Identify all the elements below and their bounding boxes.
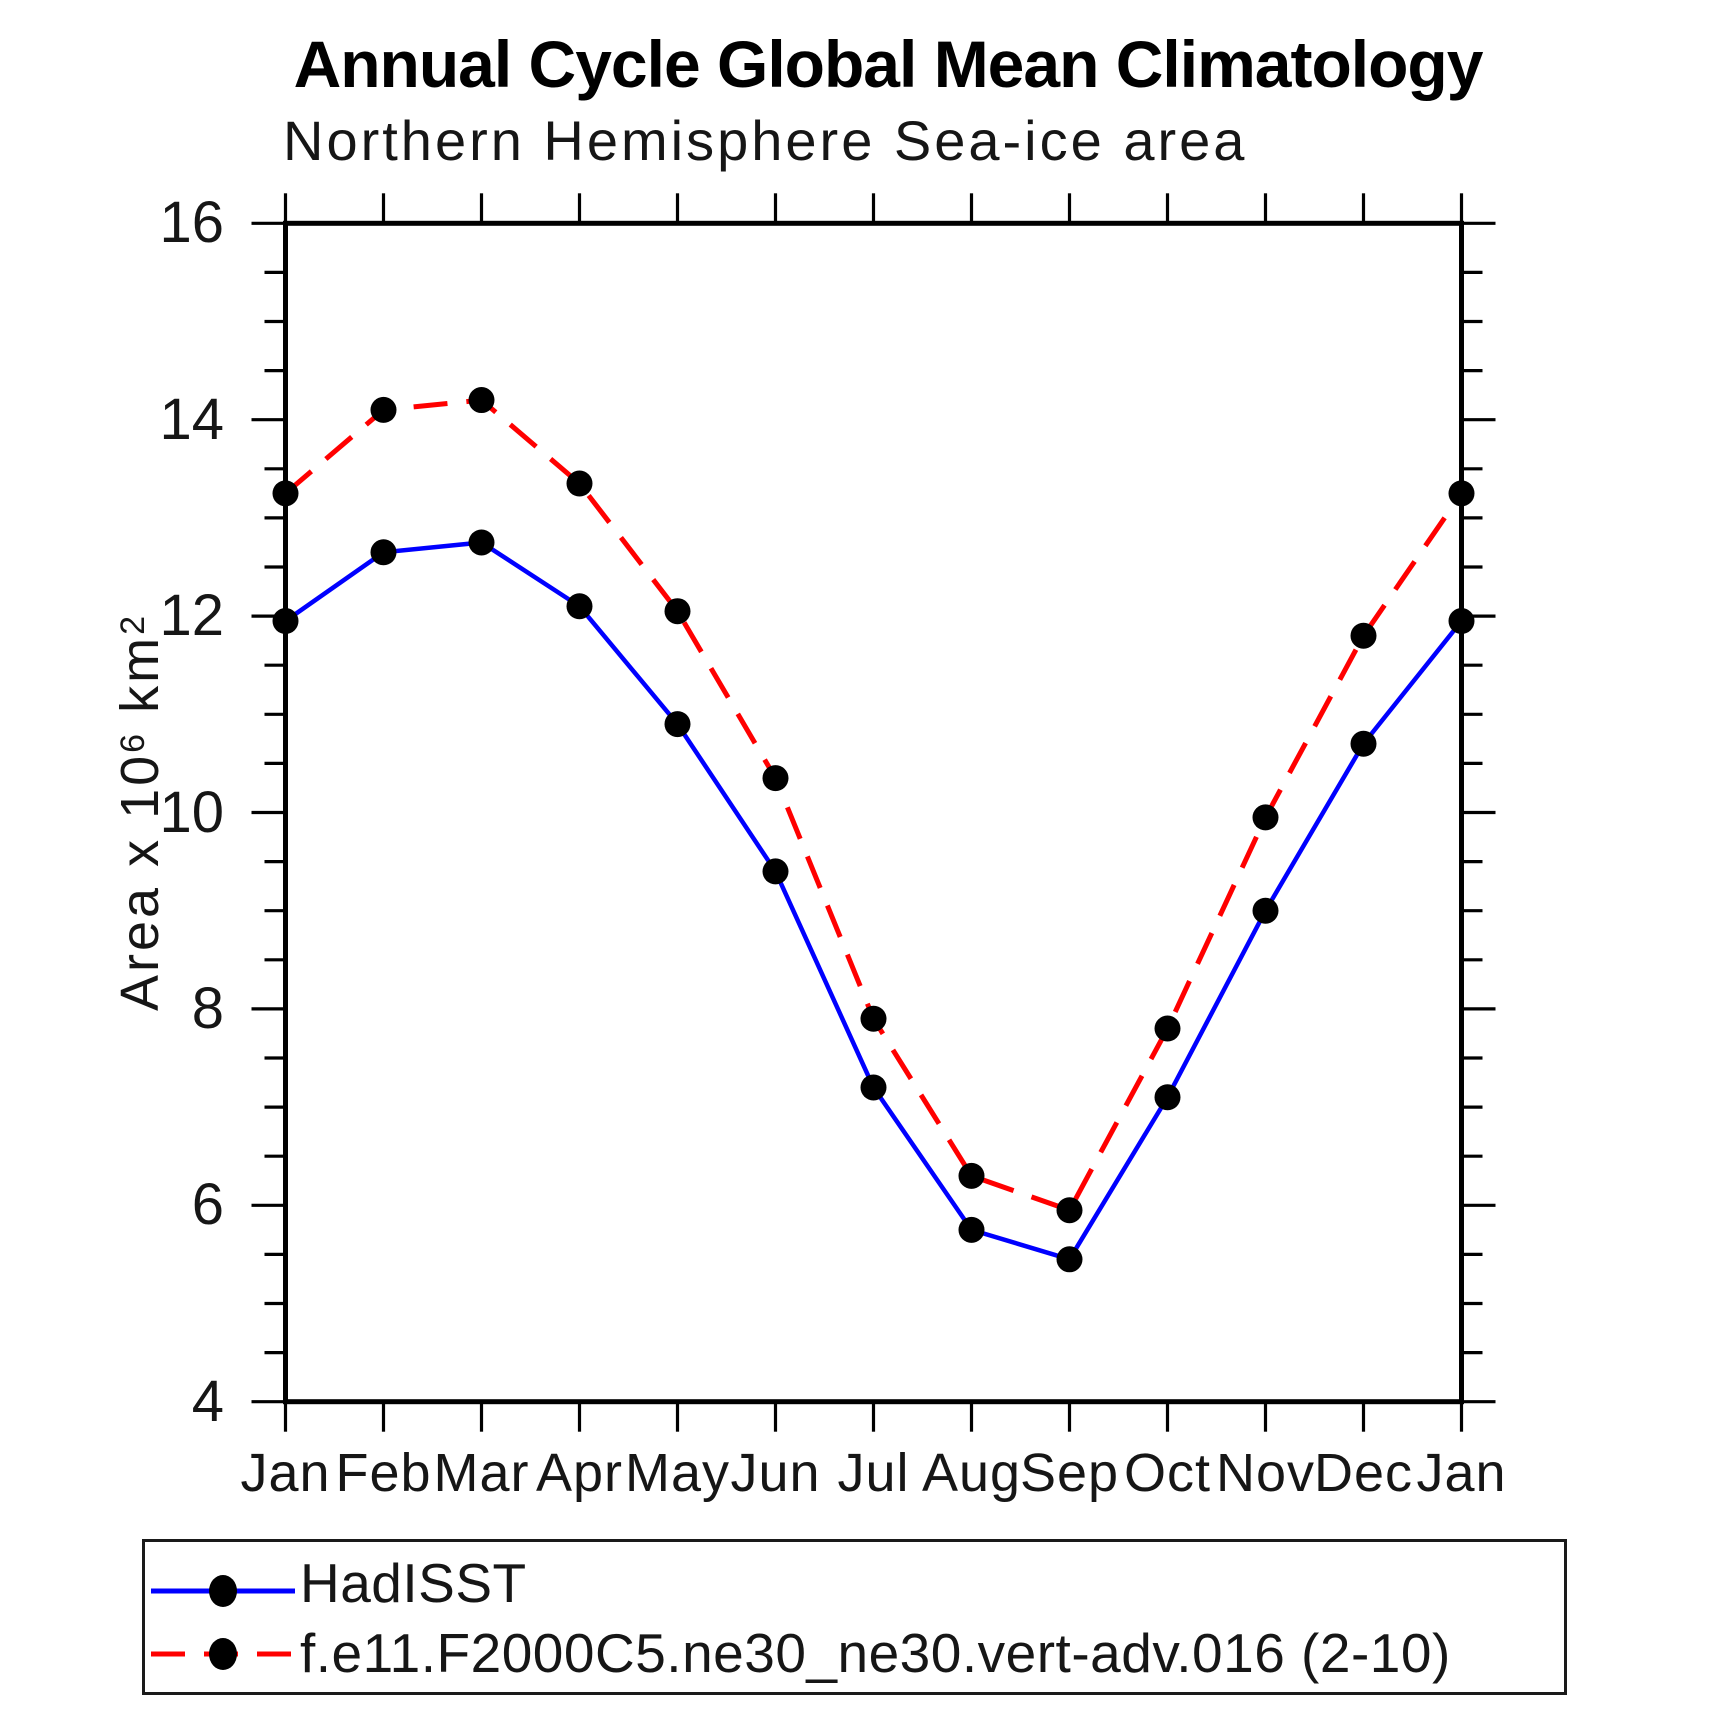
data-point-0-May	[664, 711, 691, 738]
chart-title: Annual Cycle Global Mean Climatology	[293, 27, 1484, 101]
y-tick-label-12: 12	[159, 583, 224, 649]
legend-label-hadisst: HadISST	[300, 1552, 527, 1614]
x-tick-label-Aug-7: Aug	[921, 1443, 1022, 1503]
x-tick-label-Jul-6: Jul	[837, 1443, 910, 1503]
data-point-0-Jan	[272, 608, 299, 635]
chart-subtitle: Northern Hemisphere Sea-ice area	[283, 109, 1248, 172]
x-tick-label-Oct-9: Oct	[1123, 1443, 1211, 1503]
data-point-1-Jan	[272, 480, 299, 507]
legend-row-model: f.e11.F2000C5.ne30_ne30.vert-adv.016 (2-…	[145, 1618, 1564, 1688]
legend-line-sample-solid	[151, 1575, 295, 1607]
y-tick-label-10: 10	[159, 779, 224, 845]
x-tick-label-Jun-5: Jun	[730, 1443, 821, 1503]
y-tick-label-16: 16	[159, 190, 224, 256]
data-point-1-Jul	[860, 1005, 887, 1032]
legend-line-sample-dashed	[151, 1638, 295, 1670]
series-line-0	[284, 540, 1464, 1262]
data-point-0-Sep	[1056, 1246, 1083, 1273]
data-point-1-Aug	[958, 1162, 985, 1189]
data-point-0-Nov	[1252, 897, 1279, 924]
data-point-1-Dec	[1350, 622, 1377, 649]
data-point-0-Aug	[958, 1216, 985, 1243]
x-tick-label-Jan-12: Jan	[1416, 1443, 1507, 1503]
data-point-0-Jan	[1448, 608, 1475, 635]
y-tick-label-4: 4	[191, 1368, 224, 1434]
data-point-0-Jun	[762, 858, 789, 885]
data-point-1-May	[664, 598, 691, 625]
x-tick-label-Feb-1: Feb	[335, 1443, 432, 1503]
y-tick-label-14: 14	[159, 386, 224, 452]
data-point-1-Mar	[468, 387, 495, 414]
legend-label-model: f.e11.F2000C5.ne30_ne30.vert-adv.016 (2-…	[300, 1622, 1451, 1684]
x-tick-label-Jan-0: Jan	[240, 1443, 331, 1503]
data-point-1-Apr	[566, 470, 593, 497]
legend-marker-dot	[209, 1638, 237, 1670]
data-point-1-Jun	[762, 765, 789, 792]
x-tick-label-Sep-8: Sep	[1019, 1443, 1120, 1503]
data-point-1-Jan	[1448, 480, 1475, 507]
data-point-1-Feb	[370, 396, 397, 423]
data-point-1-Oct	[1154, 1015, 1181, 1042]
data-point-0-Oct	[1154, 1084, 1181, 1111]
y-tick-label-8: 8	[191, 975, 224, 1041]
legend: HadISST f.e11.F2000C5.ne30_ne30.vert-adv…	[142, 1539, 1567, 1695]
data-point-0-Mar	[468, 529, 495, 556]
x-tick-label-May-4: May	[624, 1443, 730, 1503]
data-point-0-Jul	[860, 1074, 887, 1101]
x-tick-label-Nov-10: Nov	[1215, 1443, 1316, 1503]
x-tick-label-Mar-2: Mar	[433, 1443, 530, 1503]
legend-marker-dot	[209, 1575, 237, 1607]
data-point-0-Feb	[370, 539, 397, 566]
x-tick-label-Dec-11: Dec	[1313, 1443, 1414, 1503]
data-point-0-Apr	[566, 593, 593, 620]
data-point-1-Nov	[1252, 804, 1279, 831]
data-point-0-Dec	[1350, 730, 1377, 757]
x-tick-label-Apr-3: Apr	[535, 1443, 624, 1503]
y-tick-label-6: 6	[191, 1172, 224, 1238]
legend-row-hadisst: HadISST	[145, 1548, 1564, 1618]
data-point-1-Sep	[1056, 1197, 1083, 1224]
plot-frame	[283, 220, 1464, 1405]
